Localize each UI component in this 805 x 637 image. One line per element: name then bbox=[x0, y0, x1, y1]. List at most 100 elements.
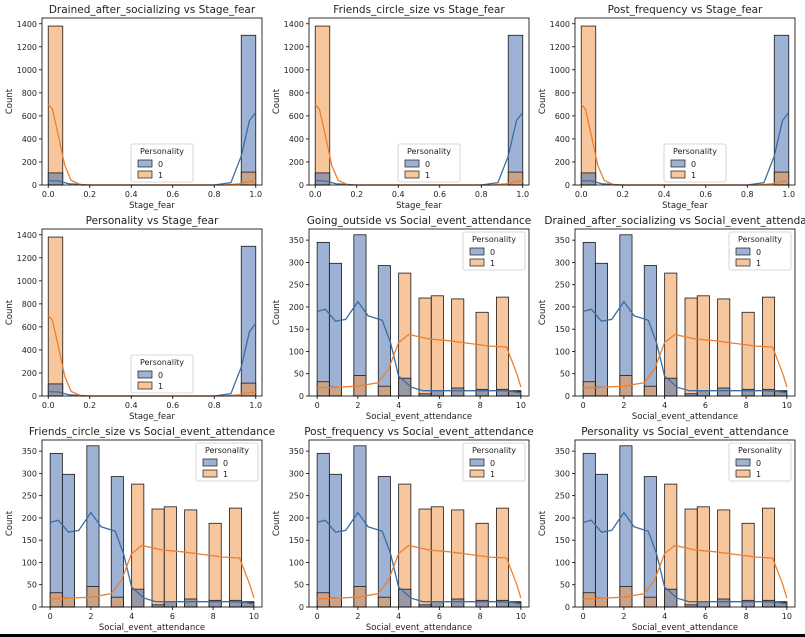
y-tick-label: 800 bbox=[555, 89, 570, 98]
bar-series-1 bbox=[208, 522, 222, 608]
legend-label-0: 0 bbox=[223, 459, 228, 468]
legend: Personality 0 1 bbox=[130, 354, 194, 394]
y-axis-label: Count bbox=[538, 88, 548, 114]
bar-series-0 bbox=[377, 265, 391, 397]
x-tick-label: 1.0 bbox=[782, 190, 795, 199]
y-tick-label: 200 bbox=[289, 158, 304, 167]
bar-series-1 bbox=[316, 381, 330, 397]
legend-swatch-0 bbox=[735, 247, 751, 256]
y-tick-label: 1400 bbox=[17, 20, 37, 29]
bar-series-1 bbox=[717, 509, 731, 608]
bar-series-1 bbox=[47, 236, 64, 397]
bar-series-1 bbox=[582, 592, 596, 608]
x-axis-label: Social_event_attendance bbox=[632, 412, 738, 422]
bar-series-1 bbox=[696, 506, 710, 608]
y-tick-label: 0 bbox=[32, 181, 37, 190]
y-tick-label: 1400 bbox=[284, 20, 304, 29]
kde-line-series-1 bbox=[317, 544, 522, 600]
bar-series-0 bbox=[773, 34, 790, 186]
y-tick-label: 250 bbox=[289, 281, 304, 290]
y-tick-label: 1200 bbox=[17, 254, 37, 263]
y-tick-label: 50 bbox=[294, 370, 304, 379]
legend-swatch-0 bbox=[469, 458, 485, 467]
legend-swatch-0 bbox=[202, 458, 218, 467]
legend: Personality 0 1 bbox=[462, 442, 526, 482]
y-axis-label: Count bbox=[5, 88, 15, 114]
axes-frame bbox=[41, 17, 263, 186]
legend-label-1: 1 bbox=[756, 259, 761, 268]
bar-series-0 bbox=[316, 241, 330, 397]
chart-title: Drained_after_socializing vs Social_even… bbox=[544, 215, 805, 227]
bar-series-0 bbox=[696, 601, 710, 608]
x-tick-label: 8 bbox=[478, 612, 483, 621]
y-tick-label: 100 bbox=[555, 347, 570, 356]
y-tick-label: 400 bbox=[22, 346, 37, 355]
y-axis-label: Count bbox=[5, 299, 15, 325]
y-tick-label: 300 bbox=[289, 258, 304, 267]
x-tick-label: 0 bbox=[581, 401, 586, 410]
bar-series-0 bbox=[353, 445, 367, 608]
chart-title: Personality vs Social_event_attendance bbox=[581, 426, 789, 438]
kde-line-series-1 bbox=[583, 333, 788, 389]
y-tick-label: 250 bbox=[289, 492, 304, 501]
bar-series-0 bbox=[240, 34, 257, 186]
x-tick-label: 0.2 bbox=[616, 190, 629, 199]
x-tick-label: 0.6 bbox=[699, 190, 712, 199]
legend-title: Personality bbox=[472, 446, 516, 455]
y-tick-label: 200 bbox=[22, 369, 37, 378]
bar-series-1 bbox=[475, 311, 489, 397]
kde-line-series-1 bbox=[47, 314, 256, 397]
bar-series-1 bbox=[377, 385, 391, 397]
bar-series-0 bbox=[580, 172, 597, 186]
x-tick-label: 0.2 bbox=[350, 190, 363, 199]
y-tick-label: 200 bbox=[22, 158, 37, 167]
kde-line-series-1 bbox=[314, 103, 523, 186]
x-axis-label: Stage_fear bbox=[662, 201, 708, 211]
subplot-7: Friends_circle_size vs Social_event_atte… bbox=[5, 426, 275, 633]
chart-title: Post_frequency vs Social_event_attendanc… bbox=[304, 426, 534, 438]
y-tick-label: 200 bbox=[555, 303, 570, 312]
y-axis-label: Count bbox=[5, 510, 15, 536]
bar-series-0 bbox=[110, 476, 124, 608]
y-axis-label: Count bbox=[538, 299, 548, 325]
y-tick-label: 300 bbox=[289, 469, 304, 478]
kde-line-series-0 bbox=[582, 511, 788, 605]
subplot-9: Personality vs Social_event_attendance 0 2… bbox=[538, 426, 796, 633]
y-tick-label: 200 bbox=[289, 303, 304, 312]
bar-series-0 bbox=[594, 473, 608, 608]
y-tick-label: 150 bbox=[555, 325, 570, 334]
y-tick-label: 100 bbox=[555, 558, 570, 567]
x-tick-label: 8 bbox=[478, 401, 483, 410]
legend: Personality 0 1 bbox=[130, 143, 194, 183]
x-tick-label: 10 bbox=[516, 612, 526, 621]
bar-series-0 bbox=[86, 445, 100, 608]
x-tick-label: 10 bbox=[782, 401, 792, 410]
bar-series-1 bbox=[418, 508, 432, 608]
bar-series-0 bbox=[582, 241, 596, 397]
y-tick-label: 1400 bbox=[17, 231, 37, 240]
y-tick-label: 50 bbox=[27, 581, 37, 590]
legend-swatch-1 bbox=[137, 381, 153, 390]
bar-series-0 bbox=[353, 234, 367, 397]
bar-series-0 bbox=[240, 245, 257, 397]
bar-series-0 bbox=[316, 452, 330, 608]
bar-series-1 bbox=[184, 509, 198, 608]
bar-series-1 bbox=[594, 386, 608, 397]
legend-label-0: 0 bbox=[691, 160, 696, 169]
y-tick-label: 50 bbox=[560, 581, 570, 590]
legend-swatch-1 bbox=[137, 170, 153, 179]
bar-series-1 bbox=[163, 506, 177, 608]
legend-title: Personality bbox=[407, 147, 451, 156]
y-tick-label: 250 bbox=[22, 492, 37, 501]
bar-series-1 bbox=[643, 385, 657, 397]
bar-series-1 bbox=[451, 509, 465, 608]
legend-label-1: 1 bbox=[158, 171, 163, 180]
legend-label-0: 0 bbox=[158, 160, 163, 169]
legend-swatch-0 bbox=[735, 458, 751, 467]
x-axis-label: Social_event_attendance bbox=[632, 623, 738, 633]
x-tick-label: 6 bbox=[703, 401, 708, 410]
y-tick-label: 1000 bbox=[284, 66, 304, 75]
x-tick-label: 4 bbox=[662, 401, 667, 410]
x-tick-label: 0 bbox=[315, 612, 320, 621]
bar-series-0 bbox=[643, 476, 657, 608]
